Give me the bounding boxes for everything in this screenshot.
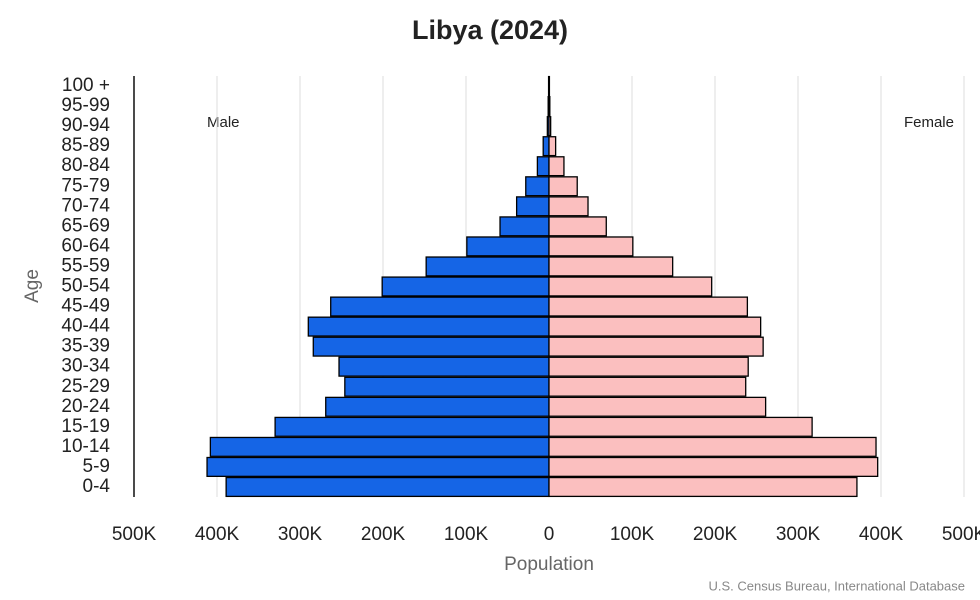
bar	[338, 356, 550, 377]
y-axis-label: Age	[22, 269, 43, 303]
y-tick-label: 10-14	[61, 436, 110, 457]
bar	[274, 416, 550, 437]
bar	[536, 156, 550, 177]
bar	[225, 476, 550, 498]
bar	[548, 336, 764, 357]
bar	[548, 196, 589, 217]
series-label: Female	[904, 114, 954, 131]
bar	[499, 216, 550, 237]
x-tick-label: 300K	[278, 524, 323, 545]
bar	[548, 116, 552, 137]
bar	[548, 136, 557, 157]
bar	[548, 256, 674, 277]
x-tick-label: 0	[544, 524, 555, 545]
bar	[307, 316, 550, 337]
y-tick-label: 85-89	[61, 135, 110, 156]
y-tick-label: 0-4	[83, 476, 111, 497]
bar	[548, 456, 879, 478]
bar	[548, 296, 749, 317]
x-tick-label: 500K	[942, 524, 980, 545]
chart-title: Libya (2024)	[412, 15, 568, 45]
x-tick-label: 400K	[859, 524, 904, 545]
bar	[548, 156, 565, 177]
y-tick-label: 70-74	[61, 195, 110, 216]
bar	[548, 376, 747, 397]
bar	[542, 136, 550, 157]
y-tick-label: 25-29	[61, 376, 110, 397]
bar	[548, 216, 607, 237]
bar	[548, 476, 858, 498]
y-tick-label: 95-99	[61, 95, 110, 116]
y-tick-label: 40-44	[61, 316, 110, 337]
bar	[548, 276, 713, 297]
source-note: U.S. Census Bureau, International Databa…	[708, 578, 965, 593]
bar	[325, 396, 550, 417]
x-tick-label: 500K	[112, 524, 157, 545]
y-tick-label: 90-94	[61, 115, 110, 136]
series-label: Male	[207, 114, 240, 131]
y-tick-label: 50-54	[61, 276, 110, 297]
x-tick-label: 100K	[610, 524, 655, 545]
x-tick-label: 200K	[361, 524, 406, 545]
bar	[206, 456, 550, 478]
y-tick-label: 55-59	[61, 255, 110, 276]
x-tick-label: 200K	[693, 524, 738, 545]
x-axis-label: Population	[504, 554, 594, 575]
y-tick-label: 60-64	[61, 235, 110, 256]
bar	[515, 196, 550, 217]
x-tick-label: 100K	[444, 524, 489, 545]
y-tick-label: 65-69	[61, 215, 110, 236]
bar	[548, 396, 767, 417]
y-tick-label: 20-24	[61, 396, 110, 417]
bar	[312, 336, 550, 357]
bar	[548, 436, 877, 457]
bar	[381, 276, 550, 297]
bar	[344, 376, 550, 397]
y-tick-label: 100 +	[62, 75, 110, 96]
y-tick-label: 30-34	[61, 356, 110, 377]
bar	[330, 296, 550, 317]
y-tick-label: 45-49	[61, 296, 110, 317]
bar	[548, 236, 634, 257]
x-tick-label: 400K	[195, 524, 240, 545]
bar	[466, 236, 550, 257]
bar	[548, 416, 813, 437]
bar	[209, 436, 550, 457]
bar	[425, 256, 550, 277]
x-tick-label: 300K	[776, 524, 821, 545]
bar	[548, 316, 762, 337]
bar	[525, 176, 550, 197]
y-tick-label: 35-39	[61, 336, 110, 357]
y-tick-label: 15-19	[61, 416, 110, 437]
bar	[548, 95, 551, 117]
y-tick-label: 5-9	[83, 456, 110, 477]
y-tick-label: 75-79	[61, 175, 110, 196]
y-tick-label: 80-84	[61, 155, 110, 176]
bar	[548, 356, 749, 377]
bar	[548, 176, 578, 197]
